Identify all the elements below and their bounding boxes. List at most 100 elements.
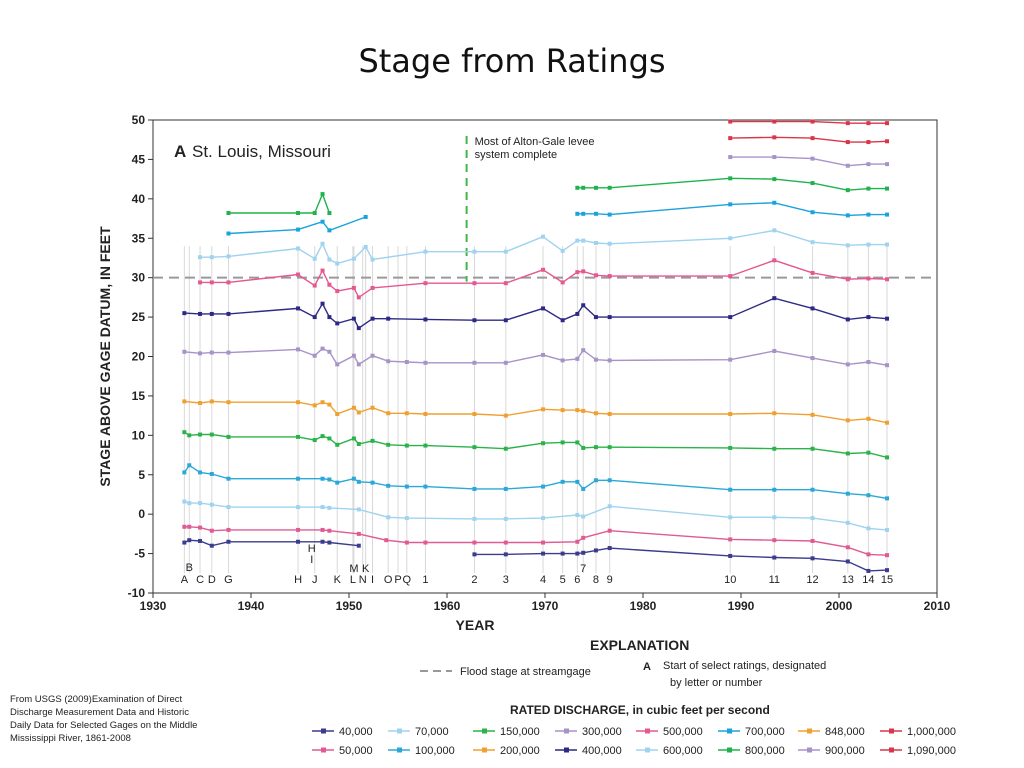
data-point bbox=[423, 443, 428, 448]
x-tick-label: 2000 bbox=[826, 599, 853, 613]
data-point bbox=[503, 486, 508, 491]
legend-swatch-marker bbox=[397, 747, 402, 753]
data-point bbox=[209, 471, 214, 476]
data-point bbox=[575, 539, 580, 544]
data-point bbox=[607, 445, 612, 450]
rating-mark-label: H bbox=[308, 543, 316, 555]
data-point bbox=[607, 212, 612, 217]
data-point bbox=[312, 403, 317, 408]
data-point bbox=[845, 545, 850, 550]
data-point bbox=[351, 436, 356, 441]
data-point bbox=[810, 556, 815, 561]
legend-swatch-marker bbox=[321, 728, 326, 734]
data-point bbox=[182, 399, 187, 404]
data-point bbox=[370, 438, 375, 443]
data-point bbox=[370, 480, 375, 485]
legend-label: 100,000 bbox=[415, 745, 455, 757]
data-point bbox=[187, 463, 192, 468]
data-point bbox=[810, 156, 815, 161]
data-point bbox=[541, 551, 546, 556]
data-point bbox=[607, 358, 612, 363]
rating-mark-label: K bbox=[334, 574, 342, 586]
legend-swatch-marker bbox=[889, 747, 894, 753]
data-point bbox=[810, 240, 815, 245]
x-tick-label: 1950 bbox=[336, 599, 363, 613]
data-point bbox=[327, 349, 332, 354]
y-tick-label: 40 bbox=[132, 192, 146, 206]
data-point bbox=[472, 540, 477, 545]
rating-mark-label: J bbox=[312, 574, 318, 586]
data-point bbox=[866, 162, 871, 167]
series-line bbox=[228, 192, 331, 214]
data-point bbox=[541, 516, 546, 521]
data-point bbox=[575, 238, 580, 243]
data-point bbox=[320, 301, 325, 306]
y-tick-label: 45 bbox=[132, 152, 146, 166]
data-point bbox=[320, 505, 325, 510]
data-point bbox=[370, 285, 375, 290]
data-point bbox=[810, 538, 815, 543]
data-point bbox=[885, 277, 890, 282]
series-line bbox=[184, 347, 888, 366]
rating-mark-label: 13 bbox=[842, 574, 854, 586]
data-point bbox=[575, 185, 580, 190]
data-point bbox=[320, 219, 325, 224]
data-point bbox=[503, 446, 508, 451]
rating-mark-label: O bbox=[384, 574, 393, 586]
data-point bbox=[198, 501, 203, 506]
rating-mark-label: H bbox=[294, 574, 302, 586]
data-point bbox=[356, 507, 361, 512]
data-point bbox=[386, 515, 391, 520]
data-point bbox=[386, 483, 391, 488]
data-point bbox=[810, 270, 815, 275]
data-point bbox=[845, 213, 850, 218]
data-point bbox=[541, 407, 546, 412]
data-point bbox=[593, 315, 598, 320]
data-point bbox=[772, 119, 777, 124]
data-point bbox=[320, 268, 325, 273]
data-point bbox=[423, 484, 428, 489]
data-point bbox=[845, 163, 850, 168]
data-point bbox=[866, 186, 871, 191]
legend-swatch-marker bbox=[807, 728, 812, 734]
data-point bbox=[335, 362, 340, 367]
data-point bbox=[370, 257, 375, 262]
series-line bbox=[474, 547, 888, 572]
data-point bbox=[386, 359, 391, 364]
panel-letter: A bbox=[174, 142, 186, 161]
data-point bbox=[503, 360, 508, 365]
data-point bbox=[320, 241, 325, 246]
data-point bbox=[370, 405, 375, 410]
data-point bbox=[772, 177, 777, 182]
data-point bbox=[810, 119, 815, 124]
series-line bbox=[184, 431, 888, 459]
rating-mark-label: I bbox=[371, 574, 374, 586]
data-point bbox=[885, 527, 890, 532]
data-point bbox=[182, 470, 187, 475]
data-point bbox=[581, 303, 586, 308]
data-point bbox=[575, 551, 580, 556]
data-point bbox=[772, 487, 777, 492]
data-point bbox=[810, 516, 815, 521]
data-point bbox=[575, 512, 580, 517]
data-point bbox=[607, 478, 612, 483]
data-point bbox=[351, 353, 356, 358]
data-point bbox=[581, 445, 586, 450]
data-point bbox=[503, 281, 508, 286]
rating-mark-label: A bbox=[181, 574, 189, 586]
data-point bbox=[356, 479, 361, 484]
data-point bbox=[226, 539, 231, 544]
data-point bbox=[503, 413, 508, 418]
data-point bbox=[772, 446, 777, 451]
data-point bbox=[728, 357, 733, 362]
series-line bbox=[577, 202, 887, 217]
data-point bbox=[296, 272, 301, 277]
legend-swatch-marker bbox=[645, 747, 650, 753]
data-point bbox=[866, 140, 871, 145]
data-point bbox=[845, 451, 850, 456]
data-point bbox=[327, 228, 332, 233]
data-point bbox=[209, 399, 214, 404]
data-point bbox=[728, 119, 733, 124]
rating-mark-label: 14 bbox=[862, 574, 874, 586]
